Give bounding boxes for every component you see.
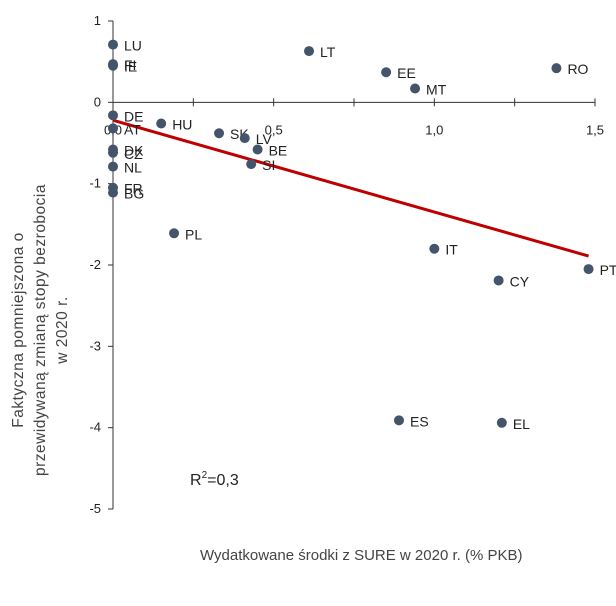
y-axis-label-line: przewidywaną zmianą stopy bezrobocia <box>32 184 49 476</box>
point <box>493 275 504 286</box>
point <box>551 63 562 74</box>
x-tick-label: 1,0 <box>425 122 443 137</box>
y-tick-label: -1 <box>89 176 101 191</box>
point-label: CY <box>510 273 530 289</box>
point <box>108 187 118 198</box>
point <box>156 118 167 129</box>
point <box>108 39 118 50</box>
point-label: BE <box>269 143 288 159</box>
r-squared-rest: =0,3 <box>207 472 239 489</box>
point-label: NL <box>124 160 142 176</box>
point-label: LU <box>124 38 142 54</box>
point-label: RO <box>567 61 588 77</box>
x-tick-label: 1,5 <box>586 122 604 137</box>
point-label: MT <box>426 82 447 98</box>
r-squared-sup: 2 <box>202 470 208 481</box>
point <box>239 133 250 144</box>
r-squared: R2=0,3 <box>190 470 239 489</box>
point-label: BG <box>124 186 144 202</box>
point-label: HU <box>172 116 192 132</box>
point <box>304 46 315 57</box>
point-label: DK <box>124 143 144 159</box>
y-tick-label: -2 <box>89 257 101 272</box>
point <box>214 128 225 139</box>
point-label: PL <box>185 226 202 242</box>
point-label: CZ <box>124 146 143 162</box>
point-label: IT <box>445 242 458 258</box>
point-label: PT <box>600 262 616 278</box>
point-label: EL <box>513 416 530 432</box>
point <box>429 243 440 254</box>
point-label: DE <box>124 108 143 124</box>
point-label: SI <box>262 157 275 173</box>
point-label: LT <box>320 44 336 60</box>
point <box>410 83 421 94</box>
point <box>169 228 180 239</box>
point <box>108 161 118 172</box>
y-tick-label: -5 <box>89 501 101 516</box>
y-axis-label-line: Faktyczna pomniejszona o <box>10 232 27 428</box>
r-squared-base: R <box>190 472 202 489</box>
y-axis-label-line: w 2020 r. <box>54 296 71 364</box>
y-tick-label: -3 <box>89 338 101 353</box>
y-tick-label: 0 <box>94 94 101 109</box>
point-label: AT <box>124 121 141 137</box>
point <box>393 415 404 426</box>
point-label: ES <box>410 413 429 429</box>
x-axis-label: Wydatkowane środki z SURE w 2020 r. (% P… <box>200 547 523 564</box>
point <box>381 67 392 78</box>
point-label: LV <box>256 131 273 147</box>
point-label: FR <box>124 181 143 197</box>
point <box>246 159 257 170</box>
point-label: IE <box>124 59 137 75</box>
y-tick-label: -4 <box>89 420 101 435</box>
point-label: EE <box>397 65 416 81</box>
y-axis-label: Faktyczna pomniejszona o przewidywaną zm… <box>10 184 71 476</box>
point <box>496 417 507 428</box>
point <box>583 264 594 275</box>
point <box>108 147 118 158</box>
point <box>108 110 118 121</box>
x-tick-label: 0,5 <box>265 122 283 137</box>
point <box>108 60 118 71</box>
trend-line <box>112 118 589 258</box>
point <box>108 123 118 134</box>
point <box>252 144 263 155</box>
point-label: FI <box>124 57 136 73</box>
y-tick-label: 1 <box>94 13 101 28</box>
